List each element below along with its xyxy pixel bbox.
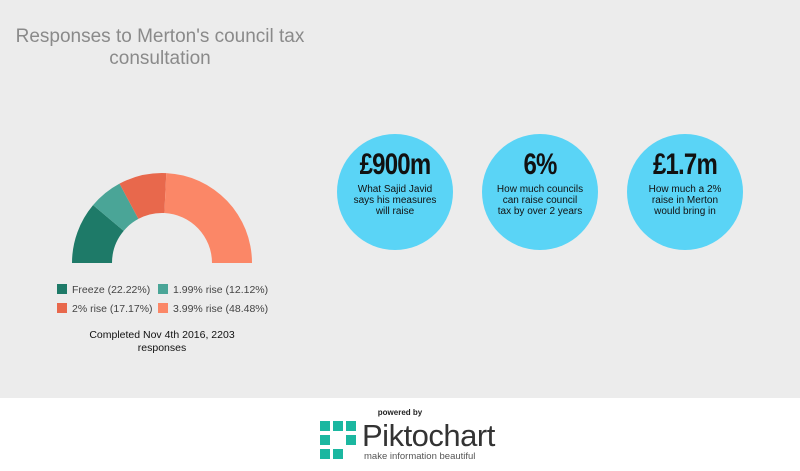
donut-segment xyxy=(72,205,124,263)
stat-text: How much a 2% raise in Merton would brin… xyxy=(648,184,722,217)
legend-label: Freeze (22.22%) xyxy=(72,284,150,296)
tagline: make information beautiful xyxy=(364,451,476,462)
stat-circle: £900m What Sajid Javid says his measures… xyxy=(337,134,453,250)
stat-text: What Sajid Javid says his measures will … xyxy=(353,184,437,217)
stat-value: 6% xyxy=(523,148,557,181)
powered-by: powered by xyxy=(377,408,423,417)
chart-title: Responses to Merton's council tax consul… xyxy=(15,26,305,69)
legend-swatch xyxy=(158,284,168,294)
donut-segment xyxy=(119,173,167,219)
legend-swatch xyxy=(57,284,67,294)
donut-segment xyxy=(93,183,139,231)
stat-circle: 6% How much councils can raise council t… xyxy=(482,134,598,250)
stat-text: How much councils can raise council tax … xyxy=(496,184,584,217)
brand: Piktochart xyxy=(362,418,495,453)
logo xyxy=(320,421,356,459)
legend-label: 1.99% rise (12.12%) xyxy=(173,284,268,296)
donut-segment xyxy=(164,173,252,263)
legend-label: 3.99% rise (48.48%) xyxy=(173,303,268,315)
stat-value: £1.7m xyxy=(652,148,718,181)
footnote: Completed Nov 4th 2016, 2203 responses xyxy=(89,329,235,354)
legend-swatch xyxy=(57,303,67,313)
legend-swatch xyxy=(158,303,168,313)
stat-value: £900m xyxy=(359,148,432,181)
stat-circle: £1.7m How much a 2% raise in Merton woul… xyxy=(627,134,743,250)
legend-label: 2% rise (17.17%) xyxy=(72,303,153,315)
